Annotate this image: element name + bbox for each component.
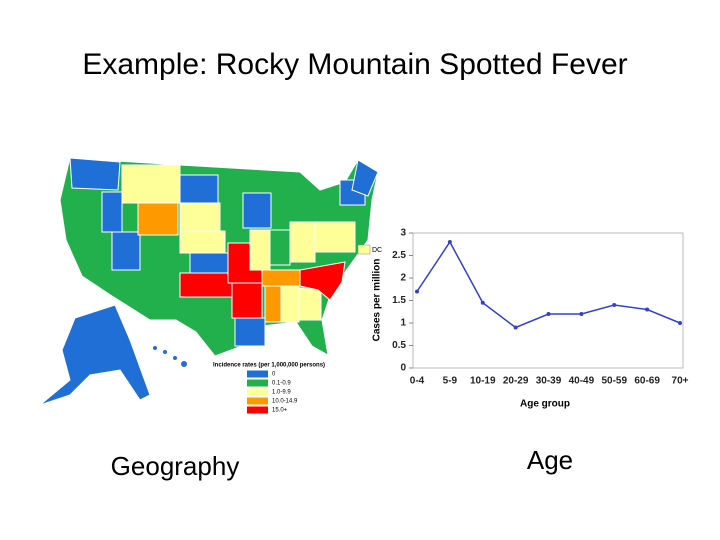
y-tick-label: 0 (400, 363, 406, 374)
legend-label: 0.1-0.9 (272, 381, 291, 387)
y-tick-label: 1 (400, 318, 406, 329)
x-tick-label: 5-9 (443, 376, 458, 387)
y-tick-label: 0.5 (392, 340, 406, 351)
x-tick-label: 40-49 (569, 376, 595, 387)
y-tick-label: 2 (400, 273, 406, 284)
data-point (612, 303, 617, 307)
legend-label: 15.0+ (272, 408, 288, 414)
dc-label: DC (372, 247, 382, 254)
data-point (513, 325, 518, 330)
line-chart: 0 0.5 1 1.5 2 2.5 3 0-4 5-9 10-19 20-29 30-39 40-49 5… (392, 228, 689, 387)
map-legend: Incidence rates (per 1,000,000 persons) … (213, 363, 325, 414)
map-caption: Geography (111, 451, 240, 481)
legend-label: 0 (272, 372, 276, 378)
y-tick-label: 2.5 (392, 250, 406, 261)
y-tick-label: 1.5 (392, 295, 406, 306)
x-tick-label: 60-69 (634, 376, 660, 387)
data-point (645, 307, 650, 312)
legend-swatch (247, 388, 268, 396)
y-axis-label: Cases per million (372, 259, 383, 342)
plot-frame (412, 232, 684, 369)
data-point (447, 240, 452, 244)
x-tick-label: 20-29 (503, 376, 529, 387)
y-tick-label: 3 (400, 228, 406, 239)
x-axis-label: Age group (520, 399, 570, 410)
chart-caption: Age (527, 445, 573, 475)
legend-title: Incidence rates (per 1,000,000 persons) (213, 363, 325, 369)
x-tick-label: 70+ (672, 376, 689, 387)
legend-swatch (247, 406, 268, 414)
x-tick-label: 10-19 (470, 376, 496, 387)
legend-swatch (247, 379, 268, 387)
slide-title: Example: Rocky Mountain Spotted Fever (82, 48, 627, 81)
legend-label: 1.0-9.9 (272, 390, 291, 396)
x-tick-label: 30-39 (536, 376, 562, 387)
data-point (678, 321, 682, 325)
data-point (415, 289, 419, 294)
legend-swatch (247, 370, 268, 378)
data-point (480, 300, 485, 305)
data-point (546, 312, 551, 316)
us-map: DC (39, 157, 382, 406)
legend-swatch (247, 397, 268, 405)
legend-label: 10.0-14.9 (272, 399, 298, 405)
x-tick-label: 50-59 (601, 376, 627, 387)
x-tick-label: 0-4 (410, 376, 425, 387)
data-point (579, 312, 584, 316)
